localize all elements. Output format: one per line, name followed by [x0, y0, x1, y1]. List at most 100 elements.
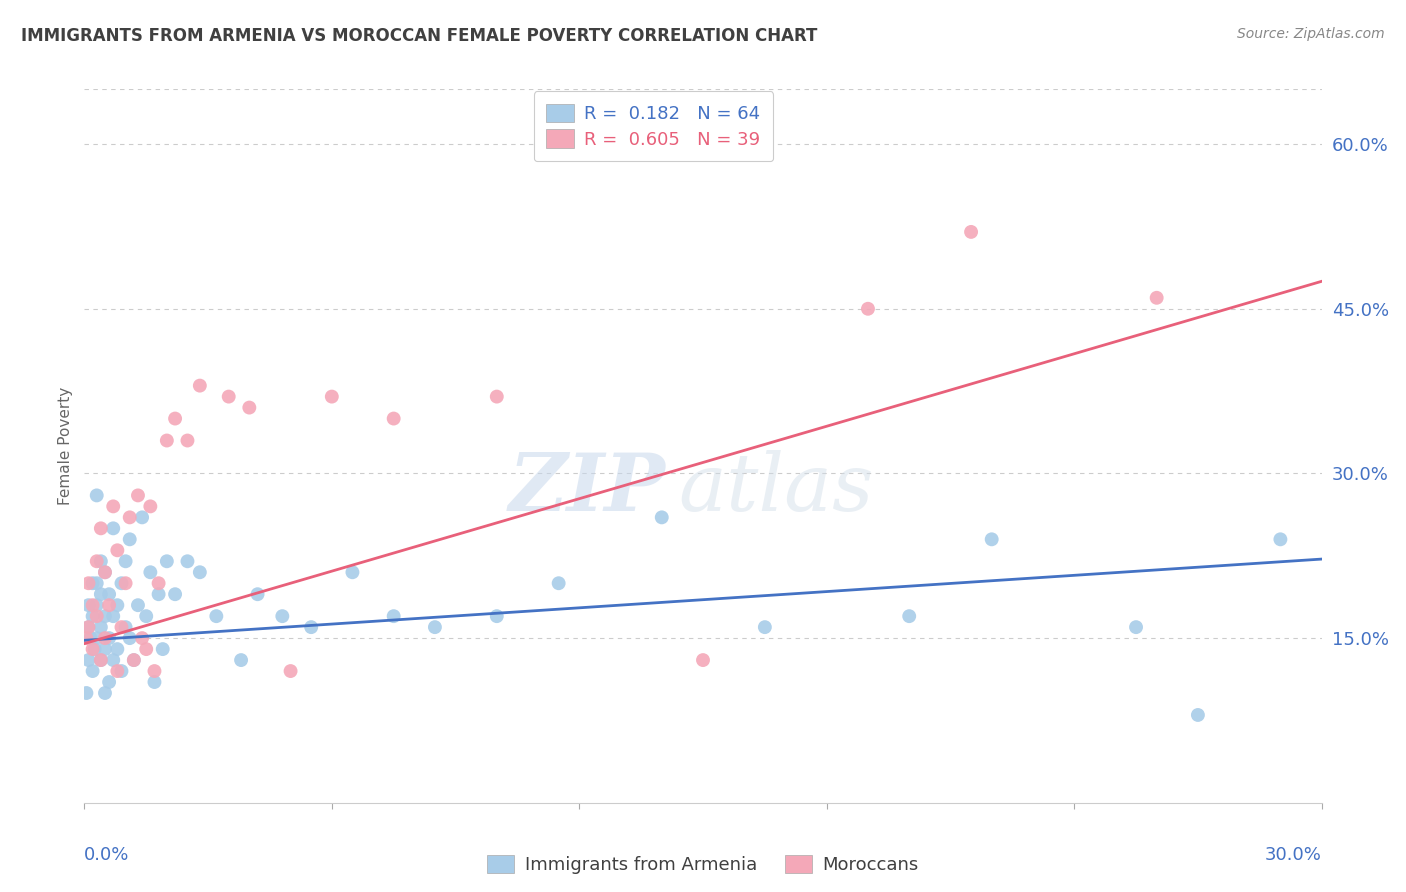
Point	[82, 642, 104, 657]
Point	[118, 510, 141, 524]
Point	[90, 653, 112, 667]
Point	[77, 576, 100, 591]
Point	[86, 609, 108, 624]
Point	[139, 500, 162, 514]
Point	[90, 620, 112, 634]
Point	[188, 566, 211, 580]
Point	[86, 554, 108, 568]
Point	[131, 631, 153, 645]
Point	[82, 664, 104, 678]
Legend: Immigrants from Armenia, Moroccans: Immigrants from Armenia, Moroccans	[479, 847, 927, 881]
Point	[94, 566, 117, 580]
Point	[382, 411, 405, 425]
Point	[342, 566, 364, 580]
Text: ZIP: ZIP	[509, 450, 666, 527]
Point	[382, 609, 405, 624]
Point	[754, 620, 776, 634]
Point	[94, 566, 117, 580]
Point	[83, 642, 105, 657]
Legend: R =  0.182   N = 64, R =  0.605   N = 39: R = 0.182 N = 64, R = 0.605 N = 39	[534, 91, 773, 161]
Point	[114, 554, 136, 568]
Point	[86, 631, 108, 645]
Point	[75, 631, 97, 645]
Point	[98, 675, 121, 690]
Point	[114, 576, 136, 591]
Point	[90, 521, 112, 535]
Point	[105, 642, 128, 657]
Point	[110, 576, 132, 591]
Point	[547, 576, 569, 591]
Point	[960, 225, 983, 239]
Point	[218, 390, 240, 404]
Point	[86, 488, 108, 502]
Point	[135, 609, 157, 624]
Point	[94, 609, 117, 624]
Point	[86, 576, 108, 591]
Point	[110, 620, 132, 634]
Point	[118, 631, 141, 645]
Point	[423, 620, 446, 634]
Point	[122, 653, 145, 667]
Point	[94, 686, 117, 700]
Point	[79, 631, 101, 645]
Point	[898, 609, 921, 624]
Point	[152, 642, 174, 657]
Point	[238, 401, 260, 415]
Point	[856, 301, 879, 316]
Point	[131, 510, 153, 524]
Point	[139, 566, 162, 580]
Point	[122, 653, 145, 667]
Point	[103, 653, 125, 667]
Point	[94, 642, 117, 657]
Point	[94, 631, 117, 645]
Point	[98, 587, 121, 601]
Point	[118, 533, 141, 547]
Point	[1187, 708, 1209, 723]
Point	[105, 664, 128, 678]
Point	[205, 609, 228, 624]
Point	[1270, 533, 1292, 547]
Point	[77, 653, 100, 667]
Point	[103, 609, 125, 624]
Point	[127, 488, 149, 502]
Point	[188, 378, 211, 392]
Point	[156, 434, 179, 448]
Point	[485, 609, 508, 624]
Point	[1146, 291, 1168, 305]
Y-axis label: Female Poverty: Female Poverty	[58, 387, 73, 505]
Point	[77, 620, 100, 634]
Point	[127, 598, 149, 612]
Point	[321, 390, 343, 404]
Point	[1125, 620, 1147, 634]
Point	[90, 554, 112, 568]
Point	[77, 620, 100, 634]
Point	[299, 620, 322, 634]
Point	[271, 609, 294, 624]
Point	[176, 434, 198, 448]
Point	[692, 653, 714, 667]
Point	[82, 609, 104, 624]
Point	[82, 576, 104, 591]
Point	[86, 598, 108, 612]
Point	[75, 686, 97, 700]
Point	[103, 500, 125, 514]
Point	[651, 510, 673, 524]
Point	[98, 631, 121, 645]
Point	[229, 653, 252, 667]
Point	[485, 390, 508, 404]
Point	[156, 554, 179, 568]
Point	[148, 576, 170, 591]
Point	[103, 521, 125, 535]
Point	[90, 587, 112, 601]
Point	[82, 598, 104, 612]
Point	[114, 620, 136, 634]
Point	[135, 642, 157, 657]
Text: Source: ZipAtlas.com: Source: ZipAtlas.com	[1237, 27, 1385, 41]
Text: IMMIGRANTS FROM ARMENIA VS MOROCCAN FEMALE POVERTY CORRELATION CHART: IMMIGRANTS FROM ARMENIA VS MOROCCAN FEMA…	[21, 27, 817, 45]
Point	[280, 664, 302, 678]
Point	[165, 587, 187, 601]
Point	[77, 598, 100, 612]
Point	[105, 543, 128, 558]
Point	[165, 411, 187, 425]
Point	[98, 598, 121, 612]
